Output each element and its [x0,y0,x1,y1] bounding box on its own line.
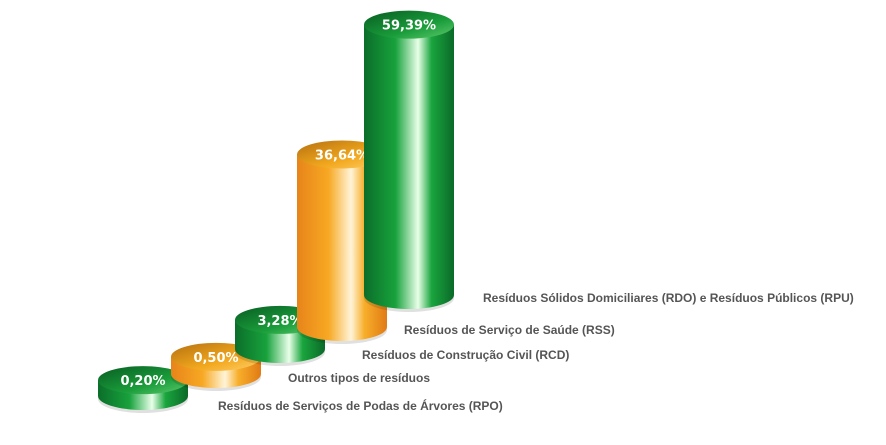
category-label: Resíduos Sólidos Domiciliares (RDO) e Re… [483,291,854,305]
cylinder-bar: 0,20% [98,366,188,413]
cylinder-top [98,366,188,395]
category-label: Resíduos de Construção Civil (RCD) [362,348,569,362]
category-label: Resíduos de Serviços de Podas de Árvores… [218,398,503,413]
data-label: 0,20% [120,374,165,389]
cylinder-bar: 0,50% [171,342,261,391]
category-label: Resíduos de Serviço de Saúde (RSS) [404,323,615,337]
cylinder-bar: 59,39% [364,10,454,312]
cylinder-top [364,10,454,39]
data-label: 36,64% [315,148,369,163]
category-label: Outros tipos de resíduos [288,371,430,385]
data-label: 3,28% [257,314,302,329]
cylinder-body [364,24,454,310]
data-label: 59,39% [382,19,436,34]
data-label: 0,50% [193,351,238,366]
